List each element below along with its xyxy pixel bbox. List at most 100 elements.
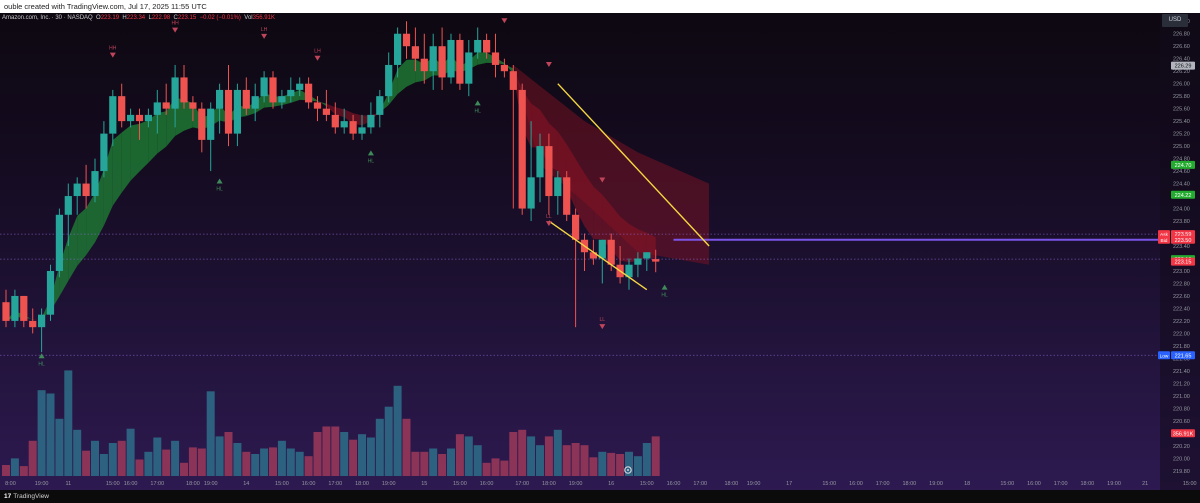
candle-body (242, 89, 250, 109)
volume-bar (28, 440, 37, 476)
price-badge-label: Bid (1161, 238, 1168, 244)
price-tick-label: 221.40 (1173, 369, 1190, 375)
volume-bar (144, 451, 153, 476)
candle-body (29, 320, 37, 328)
volume-bar (509, 432, 518, 476)
time-tick-label: 11 (65, 481, 71, 487)
signal-arrow-icon (216, 178, 223, 184)
volume-bar (358, 434, 366, 476)
time-tick-label: 16:00 (1027, 481, 1041, 487)
volume-bar (126, 428, 135, 476)
tradingview-brand: 17 TradingView (4, 492, 49, 501)
snapshot-caption-bar: ouble created with TradingView.com, Jul … (0, 0, 1200, 13)
candle-body (572, 214, 580, 240)
candle-body (251, 96, 259, 109)
volume-bar (455, 434, 464, 476)
open-label: O (96, 15, 101, 21)
signal-arrow-icon (545, 61, 552, 67)
candle-body (358, 127, 366, 134)
price-badge (1171, 429, 1195, 438)
currency-button[interactable]: USD (1162, 14, 1188, 27)
candle-body (162, 102, 170, 109)
price-tick-label: 226.00 (1173, 82, 1190, 88)
price-badge-value: 224.22 (1175, 193, 1192, 199)
price-axis: 227.00226.80226.60226.40226.20226.00225.… (1158, 13, 1200, 490)
candle-body (438, 46, 446, 78)
candle-body (429, 46, 437, 72)
price-badge-value: 221.65 (1175, 353, 1192, 359)
volume-bar (55, 418, 64, 476)
cloud-segment (584, 173, 594, 240)
candle-body (64, 196, 72, 215)
time-tick-label: 15:00 (1183, 481, 1197, 487)
time-tick-label: 17:00 (328, 481, 342, 487)
candle-body (20, 295, 28, 321)
signal-arrow-icon (599, 324, 606, 330)
candle-body (474, 39, 482, 53)
volume-bar (64, 370, 73, 476)
cloud-segment (112, 132, 122, 206)
signal-label: HL (474, 108, 481, 114)
price-badge-tag (1158, 351, 1170, 360)
price-chart[interactable]: HHHHLHLHHLHLHLHLLLLLHL227.00226.80226.60… (0, 13, 1200, 490)
time-tick-label: 15:00 (822, 481, 836, 487)
candle-body (269, 77, 277, 103)
signal-arrow-icon (474, 100, 481, 106)
volume-bar (349, 439, 358, 476)
volume-bar (482, 462, 491, 476)
volume-bar (589, 457, 598, 476)
snapshot-caption: ouble created with TradingView.com, Jul … (4, 2, 207, 11)
time-tick-label: 21 (1142, 481, 1148, 487)
price-tick-label: 226.60 (1173, 44, 1190, 50)
time-tick-label: 16:00 (124, 481, 138, 487)
candle-body (394, 33, 402, 65)
time-tick-label: 16:00 (480, 481, 494, 487)
candle-body (349, 121, 357, 134)
volume-bar (411, 451, 420, 476)
volume-bar (518, 429, 527, 476)
candle-body (607, 239, 615, 265)
time-tick-label: 18:00 (902, 481, 916, 487)
close-label: C (173, 15, 178, 21)
volume-bar (402, 418, 411, 476)
price-badge-label: Low (1160, 353, 1169, 359)
time-tick-label: 17 (786, 481, 792, 487)
candle-body (144, 114, 152, 122)
candle-body (527, 177, 535, 209)
candle-body (491, 52, 500, 65)
time-tick-label: 15 (421, 481, 427, 487)
volume-bar (598, 451, 607, 476)
price-badge-value: 223.15 (1175, 260, 1192, 266)
price-tick-label: 224.60 (1173, 169, 1190, 175)
volume-bar (375, 418, 384, 476)
price-tick-label: 221.60 (1173, 356, 1190, 362)
price-tick-label: 226.20 (1173, 69, 1190, 75)
time-tick-label: 18:00 (355, 481, 369, 487)
settings-icon[interactable] (624, 466, 632, 474)
candle-body (171, 77, 179, 109)
cloud-segment (130, 123, 140, 181)
time-tick-label: 19:00 (569, 481, 583, 487)
volume-bar (277, 440, 286, 476)
time-axis: 8:00 19:00 11 15:00 16:00 17:00 18:00 19:00 14 15… (5, 481, 1197, 487)
symbol-legend: Amazon.com, Inc. · 30 · NASDAQ O223.19 H… (2, 14, 275, 22)
cloud-segment (397, 59, 407, 95)
signal-label: LL (600, 317, 606, 323)
volume-bar (82, 450, 91, 476)
price-tick-label: 220.20 (1173, 444, 1190, 450)
price-badge (1171, 160, 1195, 169)
price-tick-label: 222.80 (1173, 281, 1190, 287)
volume-bar (616, 454, 625, 476)
time-tick-label: 16 (608, 481, 614, 487)
volume-bar (10, 458, 19, 476)
candle-body (2, 302, 10, 321)
cloud-segment (86, 193, 95, 256)
close-value: 223.15 (177, 15, 197, 21)
candle-body (385, 64, 393, 97)
price-tick-label: 222.20 (1173, 319, 1190, 325)
volume-bar (91, 440, 99, 476)
price-tick-label: 225.40 (1173, 119, 1190, 125)
cloud-segment (629, 223, 638, 263)
time-tick-label: 19:00 (204, 481, 218, 487)
